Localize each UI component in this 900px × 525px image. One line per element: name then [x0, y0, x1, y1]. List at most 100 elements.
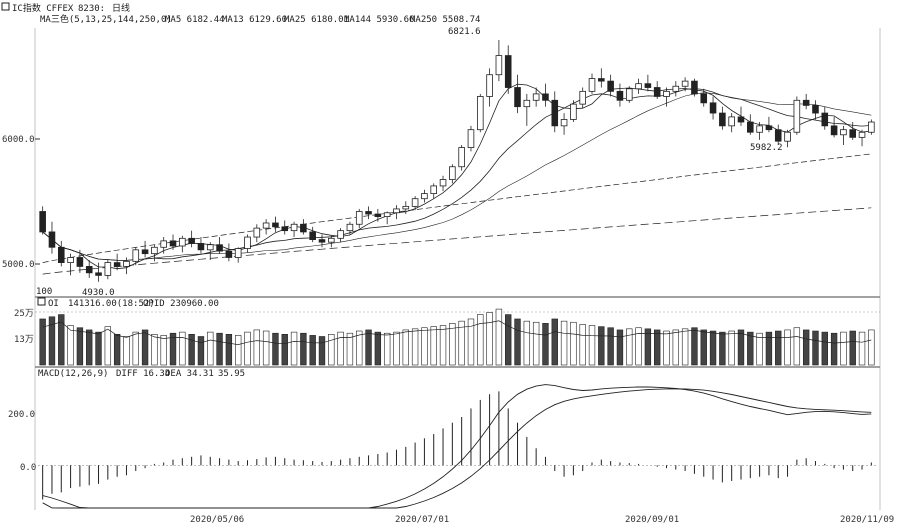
- volume-bar: [616, 329, 624, 366]
- volume-bar: [784, 329, 791, 366]
- volume-bar: [48, 316, 56, 366]
- volume-bar: [300, 332, 307, 366]
- volume-bar: [76, 327, 84, 366]
- volume-bar: [67, 325, 74, 366]
- volume-bar: [365, 329, 372, 366]
- volume-bar: [309, 335, 316, 366]
- candle-body: [151, 246, 158, 255]
- candle-body: [579, 90, 586, 105]
- volume-bar: [840, 331, 847, 366]
- volume-menu-icon[interactable]: [37, 297, 46, 306]
- candle-body: [542, 93, 549, 101]
- volume-bar: [207, 331, 214, 366]
- volume-bar: [728, 330, 735, 366]
- candle-body: [840, 129, 847, 136]
- candle-body: [318, 239, 326, 243]
- candle-body: [449, 166, 456, 180]
- candle-body: [728, 116, 735, 127]
- candle-body: [737, 116, 745, 123]
- candle-body: [328, 237, 335, 243]
- period-selector[interactable]: 日线: [112, 2, 130, 14]
- macd-dea-line: [42, 388, 872, 509]
- date-label: 2020/09/01: [625, 515, 679, 525]
- date-label: 2020/07/01: [395, 515, 449, 525]
- candle-body: [160, 240, 167, 248]
- date-label: 2020/05/06: [190, 515, 244, 525]
- candle-body: [625, 88, 633, 101]
- volume-bar: [709, 330, 717, 366]
- candle-body: [272, 222, 279, 228]
- candle-body: [337, 230, 344, 239]
- volume-bar: [700, 329, 707, 366]
- candle-body: [383, 212, 391, 217]
- candle-body: [812, 105, 819, 114]
- candle-body: [756, 125, 763, 133]
- macd-value: 35.95: [218, 369, 245, 379]
- candle-body: [551, 99, 559, 127]
- candle-body: [635, 83, 642, 90]
- candle-body: [309, 231, 316, 240]
- candle-body: [765, 125, 773, 131]
- candle-body: [467, 129, 475, 148]
- volume-bar: [821, 331, 828, 366]
- volume-bar: [477, 314, 484, 366]
- volume-bar: [458, 320, 465, 366]
- volume-bar: [235, 335, 242, 366]
- volume-bar: [775, 330, 782, 366]
- candle-body: [523, 99, 531, 108]
- candle-body: [774, 129, 782, 142]
- volume-bar: [160, 335, 167, 366]
- volume-bar: [681, 328, 689, 366]
- volume-bar: [141, 329, 149, 366]
- candle-body: [104, 262, 112, 276]
- volume-bar: [570, 321, 577, 366]
- volume-bar: [635, 327, 642, 366]
- menu-icon[interactable]: [1, 2, 10, 11]
- candle-body: [393, 208, 400, 214]
- volume-bar: [793, 327, 801, 366]
- volume-bar: [337, 331, 344, 366]
- candle-body: [234, 248, 242, 258]
- volume-bar: [393, 331, 400, 366]
- candle-body: [141, 249, 149, 255]
- date-label: 2020/11/09: [840, 515, 894, 525]
- volume-bar: [151, 334, 158, 366]
- candle-body: [132, 249, 140, 262]
- volume-bar: [262, 330, 270, 366]
- price-tick-6000: 6000.0: [2, 135, 35, 145]
- volume-bar: [830, 332, 838, 366]
- candle-body: [821, 112, 829, 127]
- left-note: 100: [36, 287, 52, 297]
- volume-bar: [812, 330, 819, 366]
- candle-body: [253, 227, 261, 238]
- volume-bar: [356, 330, 363, 366]
- volume-tick-mid: 13万: [14, 335, 34, 345]
- candle-body: [374, 213, 382, 217]
- candle-body: [411, 198, 419, 207]
- low2-annotation: 5982.2: [750, 143, 783, 153]
- candle-body: [784, 131, 791, 142]
- volume-bar: [756, 332, 763, 366]
- ma144-value: MA144 5930.66: [344, 15, 414, 25]
- candle-body: [300, 223, 307, 233]
- candle-body: [39, 211, 46, 233]
- candle-body: [849, 129, 857, 138]
- candle-body: [169, 240, 177, 247]
- volume-bar: [86, 329, 93, 366]
- volume-bar: [523, 320, 531, 366]
- candle-body: [421, 193, 428, 200]
- candle-body: [113, 262, 121, 267]
- volume-bar: [58, 314, 65, 366]
- volume-bar: [579, 324, 586, 366]
- candle-body: [188, 237, 195, 244]
- candle-body: [858, 131, 866, 138]
- ma-legend: MA三色(5,13,25,144,250,0): [40, 13, 172, 25]
- volume-bar: [113, 334, 121, 366]
- candle-body: [588, 78, 596, 92]
- volume-bar: [672, 329, 679, 366]
- volume-bar: [318, 336, 326, 366]
- oi-label: OI: [48, 299, 59, 309]
- volume-bar: [197, 336, 205, 366]
- candle-body: [355, 211, 363, 225]
